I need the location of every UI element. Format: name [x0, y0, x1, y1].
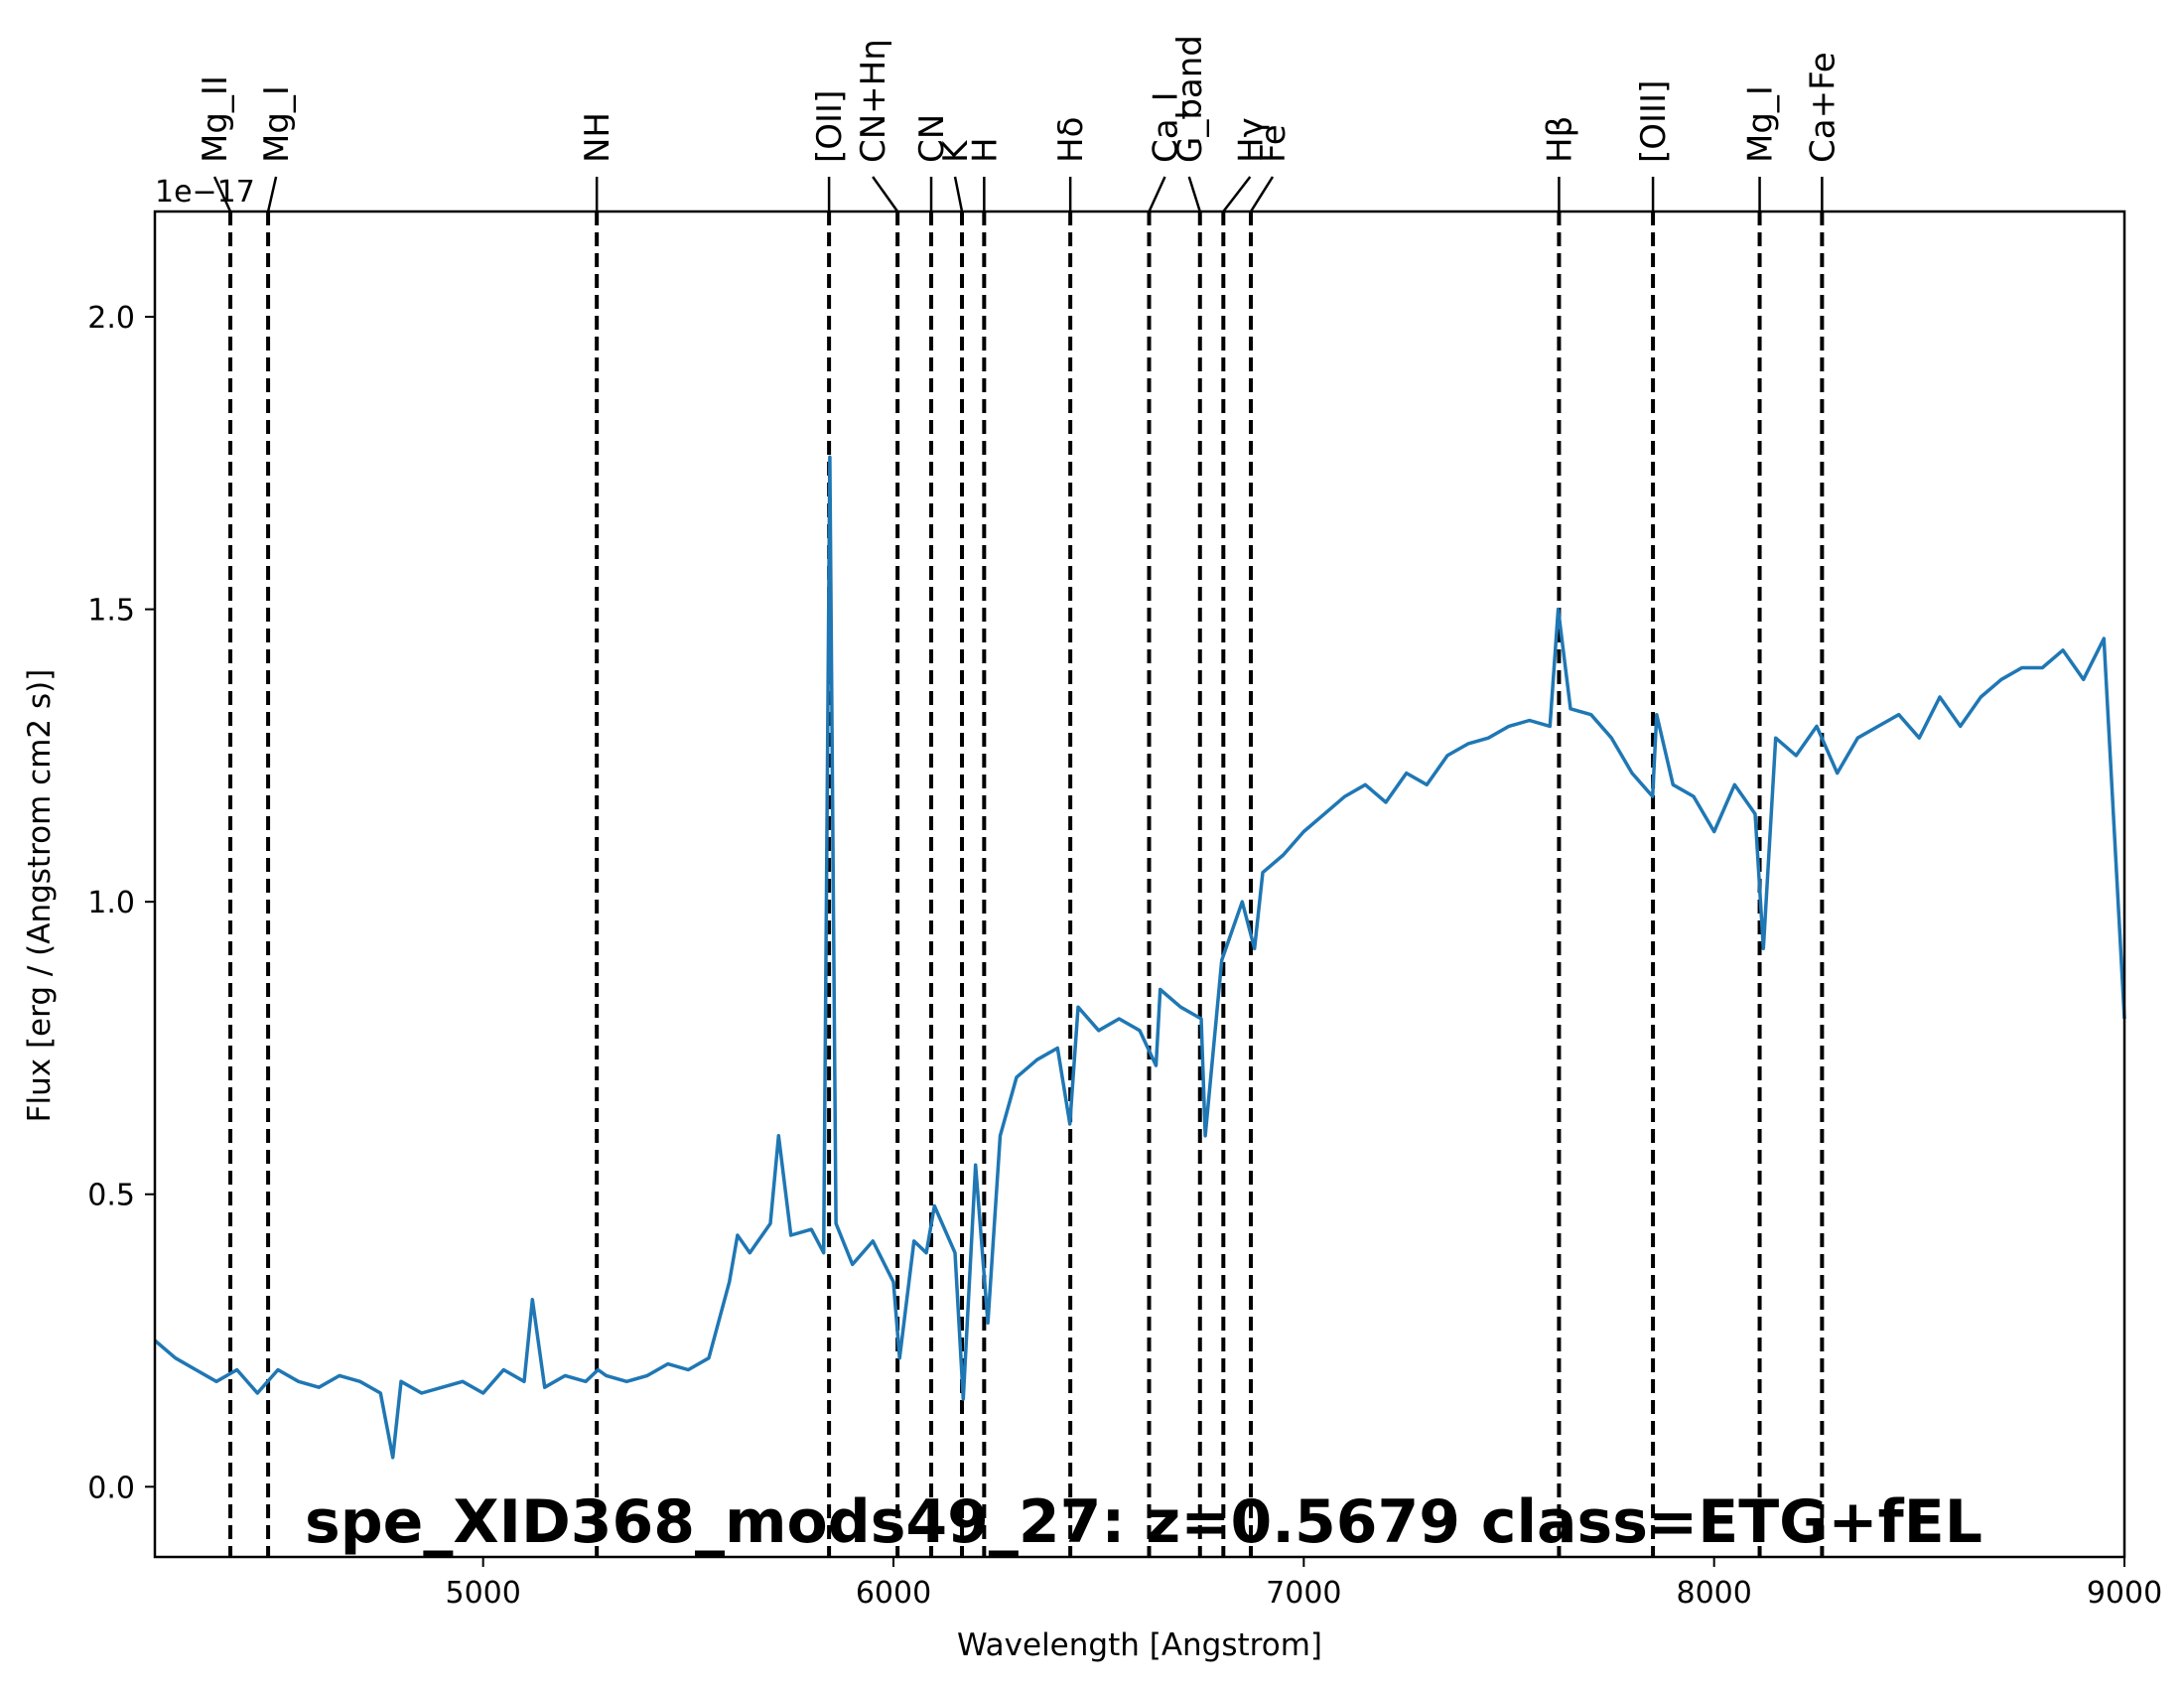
line-label-14: Hβ — [1540, 116, 1579, 163]
line-label-2: Mg_I — [257, 85, 297, 163]
reference-lines — [228, 212, 1825, 1557]
x-tick-label: 6000 — [856, 1576, 931, 1611]
y-tick-label: 1.0 — [87, 886, 135, 920]
label-connector-5 — [872, 176, 899, 212]
line-label-10: Ca_I — [1147, 91, 1186, 163]
label-connector-7 — [953, 176, 964, 212]
y-offset-label: 1e−17 — [155, 175, 255, 210]
y-tick-label: 0.5 — [87, 1179, 135, 1213]
line-label-8: H — [965, 137, 1005, 163]
line-label-17: Ca+Fe — [1803, 52, 1843, 163]
series-layer — [153, 455, 2126, 1460]
line-label-15: [OIII] — [1634, 80, 1674, 163]
line-label-4: [OII] — [810, 90, 850, 163]
series-line-1 — [153, 455, 2126, 1460]
label-connector-12 — [1222, 176, 1252, 212]
plot-frame — [153, 210, 2126, 1559]
chart-title: spe_XID368_mods49_27: z=0.5679 class=ETG… — [305, 1487, 1982, 1557]
x-tick-label: 5000 — [445, 1576, 520, 1611]
label-connector-11 — [1187, 176, 1201, 212]
label-connector-10 — [1148, 176, 1166, 212]
label-connector-2 — [266, 176, 278, 212]
x-tick-label: 9000 — [2087, 1576, 2162, 1611]
label-connector-13 — [1249, 176, 1275, 212]
line-label-12: Hγ — [1231, 117, 1271, 163]
line-label-16: Mg_I — [1741, 85, 1781, 163]
line-label-13: Fe — [1254, 124, 1294, 163]
line-label-11: G_band — [1170, 35, 1210, 163]
y-tick-label: 1.5 — [87, 594, 135, 629]
y-axis-title: Flux [erg / (Angstrom cm2 s)] — [22, 669, 58, 1123]
y-tick-label: 2.0 — [87, 301, 135, 336]
x-axis-title: Wavelength [Angstrom] — [957, 1627, 1322, 1663]
line-label-6: CN — [912, 114, 952, 163]
line-label-5: CN+Hη — [854, 39, 893, 163]
axes: 5000 6000 7000 8000 9000 0.0 0.5 1.0 1.5 2.0 — [87, 210, 2162, 1611]
line-label-9: Hδ — [1051, 117, 1091, 163]
y-tick-label: 0.0 — [87, 1471, 135, 1505]
line-label-7: K — [936, 139, 976, 163]
x-tick-label: 7000 — [1266, 1576, 1341, 1611]
label-connector-1 — [212, 176, 232, 212]
line-label-3: NH — [578, 112, 617, 163]
x-tick-label: 8000 — [1676, 1576, 1751, 1611]
line-label-1: Mg_II — [196, 75, 235, 163]
